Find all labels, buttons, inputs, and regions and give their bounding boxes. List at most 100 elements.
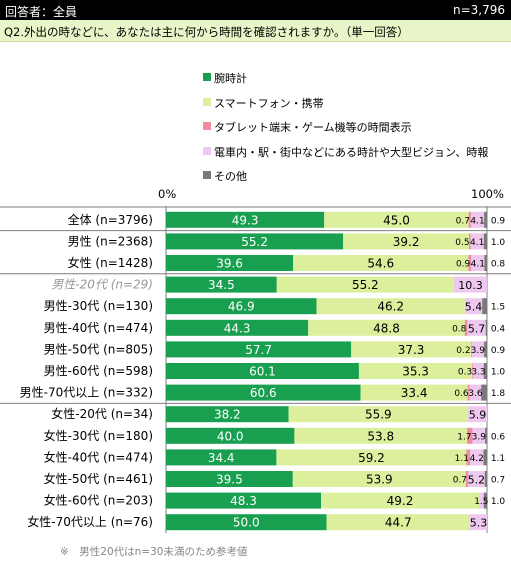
value-label-other: 0.9: [491, 346, 506, 356]
value-label-smartphone: 54.6: [367, 257, 394, 271]
bar-segment-watch: [166, 449, 277, 466]
legend-label-tablet: タブレット端末・ゲーム機等の時間表示: [214, 121, 412, 134]
total-count: n=3,796: [452, 3, 505, 17]
bar-segment-watch: [166, 427, 295, 444]
value-label-smartphone: 46.2: [377, 300, 404, 314]
value-label-smartphone: 37.3: [398, 343, 425, 357]
bar-segment-other: [482, 298, 487, 315]
bar-segment-tablet: [464, 319, 468, 336]
bar-segment-other: [485, 319, 487, 336]
bar-segment-watch: [166, 514, 327, 531]
row-label: 男性-20代 (n=29): [51, 278, 153, 292]
value-label-tablet: 0.2: [456, 346, 470, 356]
legend-swatch-smartphone: [203, 97, 211, 106]
bar-segment-tablet: [468, 211, 471, 228]
value-label-public: 1.5: [474, 497, 488, 507]
bar-segment-watch: [166, 211, 325, 228]
value-label-watch: 60.6: [250, 386, 277, 400]
row-label: 女性-20代 (n=34): [51, 406, 153, 421]
value-label-smartphone: 35.3: [402, 365, 429, 379]
bar-segment-public: [471, 255, 485, 271]
bar-segment-public: [469, 384, 482, 401]
bar-segment-public: [473, 363, 484, 379]
value-label-tablet: 0.7: [453, 476, 467, 486]
value-label-tablet: 1.7: [457, 432, 471, 442]
bar-segment-other: [481, 384, 487, 401]
bar-segment-tablet: [467, 427, 473, 444]
value-label-tablet: 0.7: [456, 216, 470, 226]
value-label-watch: 46.9: [228, 300, 255, 314]
bar-segment-watch: [166, 255, 294, 271]
bar-segment-smartphone: [276, 449, 467, 466]
row-label: 女性 (n=1428): [68, 255, 153, 270]
footnote: ※ 男性20代はn=30未満のため参考値: [60, 546, 248, 558]
value-label-smartphone: 55.2: [352, 278, 379, 292]
value-label-other: 1.5: [491, 303, 505, 313]
bar-segment-watch: [166, 319, 309, 336]
value-label-watch: 50.0: [233, 516, 260, 530]
value-label-watch: 60.1: [249, 365, 276, 379]
bar-segment-public: [468, 406, 487, 423]
bar-segment-smartphone: [358, 363, 473, 379]
legend-label-smartphone: スマートフォン・携帯: [214, 96, 324, 110]
value-label-watch: 39.6: [216, 257, 243, 271]
bar-segment-other: [484, 471, 487, 487]
bar-segment-watch: [166, 341, 352, 358]
bar-segment-watch: [166, 492, 322, 509]
bar-segment-smartphone: [343, 233, 470, 250]
row-label: 男性-50代 (n=805): [44, 342, 153, 356]
bar-segment-public: [470, 211, 485, 228]
bar-segment-watch: [166, 276, 277, 293]
value-label-watch: 39.5: [216, 473, 243, 487]
value-label-public: 4.1: [470, 238, 484, 248]
value-label-smartphone: 59.2: [358, 451, 385, 465]
bar-segment-other: [483, 363, 487, 379]
value-label-public: 3.6: [468, 389, 483, 399]
bar-segment-other: [484, 211, 487, 228]
bar-segment-public: [471, 341, 485, 358]
bar-segment-public: [468, 471, 485, 487]
bar-segment-smartphone: [293, 255, 469, 271]
value-label-public: 5.4: [465, 301, 483, 314]
legend-swatch-watch: [203, 73, 211, 81]
bar-segment-other: [483, 449, 487, 466]
bar-segment-tablet: [469, 233, 471, 250]
bar-segment-smartphone: [294, 427, 468, 444]
bar-segment-other: [483, 233, 487, 250]
value-label-public: 5.3: [470, 517, 488, 530]
value-label-other: 0.6: [491, 432, 506, 442]
value-label-tablet: 0.9: [456, 260, 471, 270]
bar-segment-other: [483, 492, 487, 509]
bar-segment-public: [478, 492, 484, 509]
value-label-other: 0.8: [491, 260, 506, 270]
bar-segment-public: [470, 233, 484, 250]
value-label-smartphone: 53.8: [367, 429, 394, 443]
value-label-public: 3.3: [471, 368, 485, 378]
row-label: 女性-50代 (n=461): [44, 471, 153, 486]
bar-segment-smartphone: [326, 514, 470, 531]
value-label-watch: 34.4: [208, 451, 235, 465]
value-label-watch: 57.7: [245, 343, 272, 357]
bar-segment-tablet: [466, 449, 470, 466]
value-label-tablet: 1.1: [455, 454, 469, 464]
bar-segment-smartphone: [316, 298, 465, 315]
value-label-public: 4.1: [471, 260, 485, 270]
value-label-public: 5.9: [469, 409, 487, 422]
axis-tick-0: 0%: [158, 187, 177, 201]
bar-segment-watch: [166, 471, 293, 487]
value-label-watch: 38.2: [214, 408, 241, 422]
bar-segment-watch: [166, 363, 359, 379]
bar-segment-watch: [166, 384, 361, 401]
value-label-smartphone: 39.2: [393, 235, 420, 249]
question-text: Q2.外出の時などに、あなたは主に何から時間を確認されますか。（単一回答）: [4, 25, 409, 39]
value-label-tablet: 0.8: [452, 324, 467, 334]
value-label-smartphone: 48.8: [373, 321, 400, 335]
bar-segment-tablet: [470, 341, 472, 358]
row-label: 男性-30代 (n=130): [44, 299, 153, 313]
value-label-smartphone: 33.4: [401, 386, 428, 400]
legend-label-watch: 腕時計: [214, 72, 247, 85]
row-label: 男性-70代以上 (n=332): [20, 386, 153, 400]
bar-segment-other: [484, 255, 487, 271]
row-label: 女性-30代 (n=180): [44, 428, 153, 443]
